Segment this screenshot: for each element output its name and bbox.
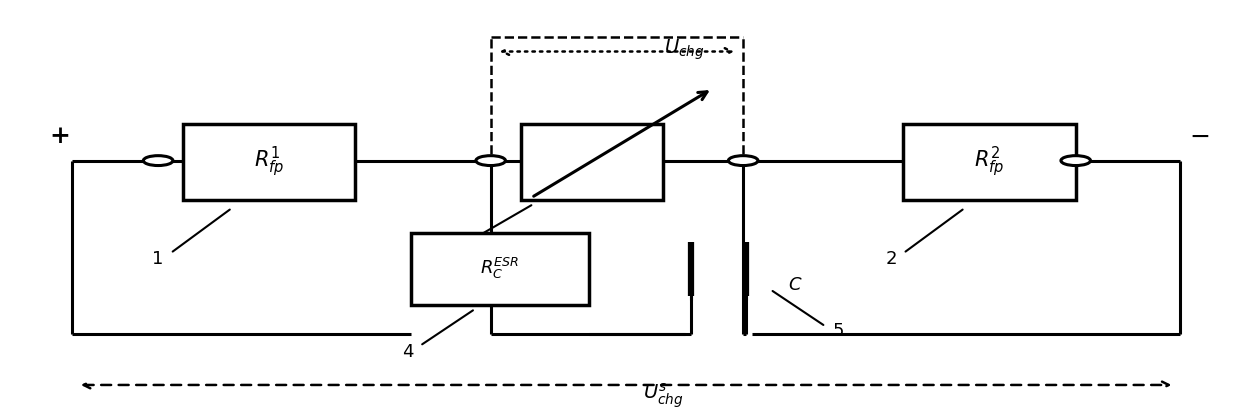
Bar [410,233,589,304]
Text: $C$: $C$ [787,276,802,294]
Text: 2: 2 [885,250,897,268]
Text: $U_{chg}^{s}$: $U_{chg}^{s}$ [642,381,683,410]
Text: +: + [50,124,69,148]
Bar [182,123,355,200]
Text: $R_{fp}^{1}$: $R_{fp}^{1}$ [254,144,284,179]
Text: $U_{chg}$: $U_{chg}$ [665,37,704,62]
Text: 1: 1 [153,250,164,268]
Text: $R_{fp}^{2}$: $R_{fp}^{2}$ [975,144,1004,179]
Text: 5: 5 [832,322,843,340]
Bar [903,123,1076,200]
Bar [522,123,663,200]
Circle shape [728,156,758,165]
Text: 3: 3 [423,255,435,273]
Circle shape [476,156,506,165]
Text: $-$: $-$ [1189,124,1209,148]
Text: $R_{C}^{ESR}$: $R_{C}^{ESR}$ [480,256,520,281]
Circle shape [144,156,172,165]
Circle shape [1061,156,1090,165]
Text: $R_{chg}$: $R_{chg}$ [573,150,613,174]
Text: 4: 4 [402,343,413,361]
